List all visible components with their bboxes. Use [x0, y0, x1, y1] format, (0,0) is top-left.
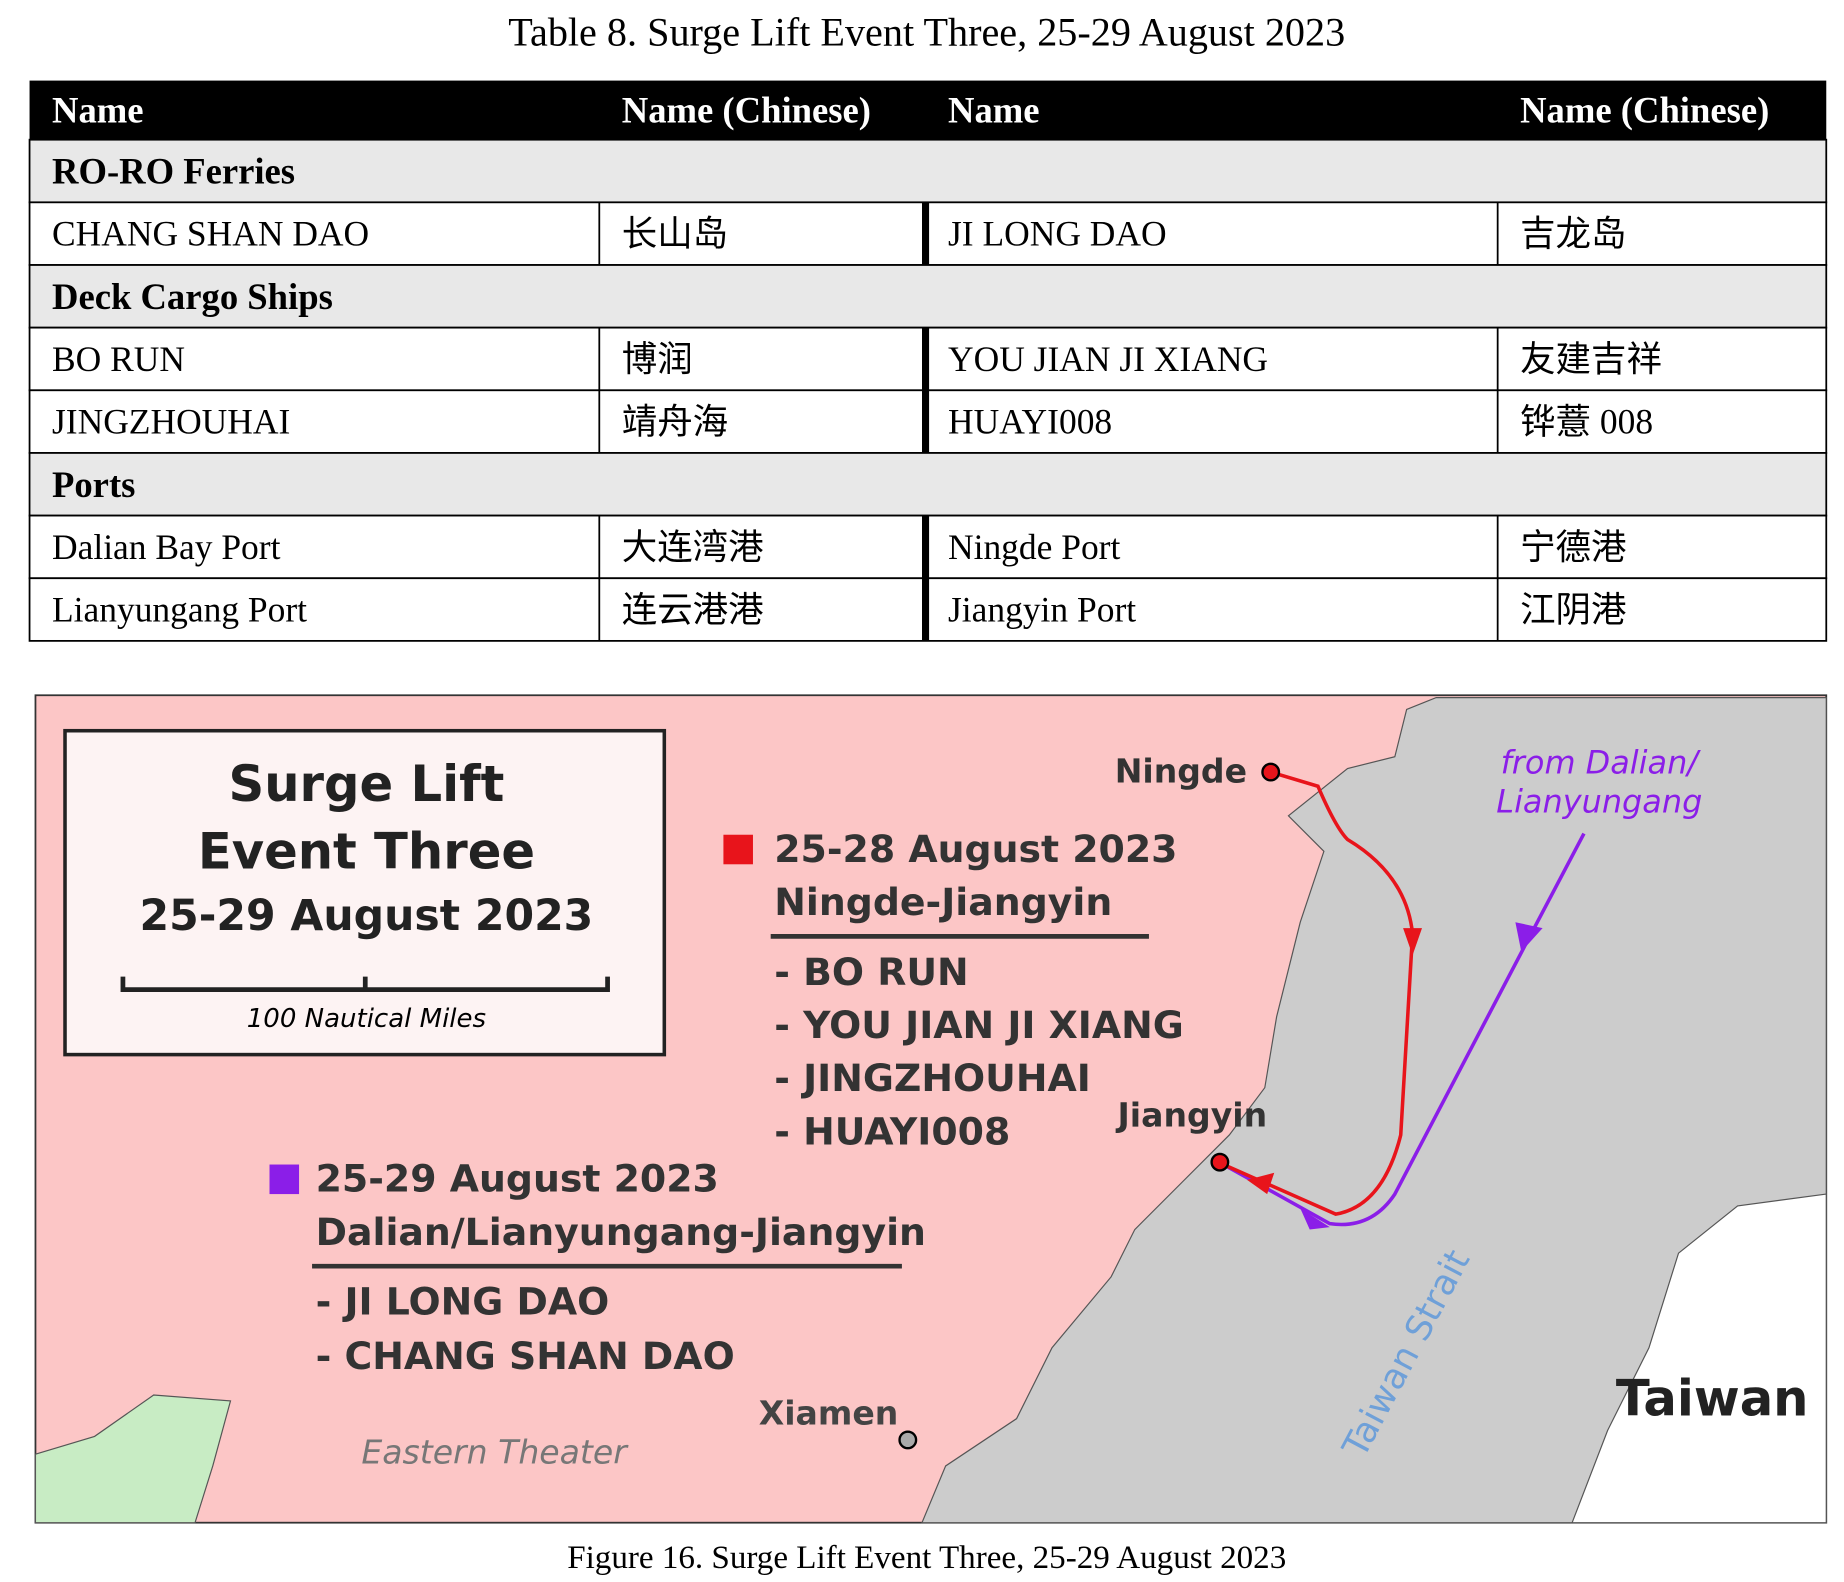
table-cell: HUAYI008: [948, 402, 1112, 442]
table-cell: YOU JIAN JI XIANG: [948, 339, 1268, 379]
arrow: [1300, 1208, 1330, 1230]
taiwan-land: [1571, 1193, 1827, 1524]
legend-ship: - CHANG SHAN DAO: [316, 1334, 735, 1378]
legend-route: Dalian/Lianyungang-Jiangyin: [316, 1210, 926, 1254]
box-title: 25-29 August 2023: [140, 892, 594, 941]
table: Name Name (Chinese) Name Name (Chinese) RO-R…: [28, 80, 1828, 642]
table-cell: 连云港港: [622, 590, 764, 630]
legend-swatch: [723, 834, 753, 865]
legend-date: 25-28 August 2023: [774, 827, 1177, 871]
box-title: Event Three: [198, 822, 535, 880]
port-marker: [1261, 762, 1281, 782]
region-label: Eastern Theater: [361, 1432, 629, 1471]
table-cell: JINGZHOUHAI: [52, 402, 290, 442]
header-cell: Name: [52, 90, 144, 131]
legend-swatch: [269, 1164, 300, 1195]
green-land: [34, 1394, 232, 1524]
table-cell: 长山岛: [622, 214, 728, 254]
map-text: Surge Lift Event Three 25-29 August 2023 25…: [140, 755, 1184, 1378]
map: 100 Nautical Miles Ningde Jiangyin Xiame…: [34, 694, 1828, 1524]
sea: [921, 697, 1827, 1524]
place-label: Taiwan: [1616, 1370, 1809, 1428]
origin-label: Lianyungang: [1496, 783, 1702, 821]
table-cell: 吉龙岛: [1520, 214, 1626, 254]
table-cell: CHANG SHAN DAO: [52, 214, 369, 254]
section-row: [28, 138, 1828, 204]
place-label: Ningde: [1115, 751, 1247, 790]
arrow: [1515, 922, 1543, 952]
table-cell: 博润: [622, 339, 693, 379]
legend-route: Ningde-Jiangyin: [774, 880, 1112, 924]
legend-ship: - JINGZHOUHAI: [774, 1056, 1091, 1100]
table-cell: Lianyungang Port: [52, 590, 307, 630]
scale-label: 100 Nautical Miles: [247, 1004, 486, 1034]
legend-ship: - HUAYI008: [774, 1109, 1010, 1153]
header-cell: Name (Chinese): [622, 90, 871, 131]
table-cell: BO RUN: [52, 339, 185, 379]
section-title: RO-RO Ferries: [52, 151, 295, 192]
table-cell: JI LONG DAO: [948, 214, 1167, 254]
table-cell: 友建吉祥: [1520, 339, 1662, 379]
place-label: Xiamen: [759, 1393, 899, 1432]
box-title: Surge Lift: [228, 755, 504, 813]
table-cell: Ningde Port: [948, 527, 1120, 567]
section-row: [28, 452, 1828, 517]
purple-route: [1222, 832, 1586, 1227]
port-marker: [898, 1430, 918, 1450]
legend-date: 25-29 August 2023: [316, 1157, 719, 1201]
arrow: [1403, 928, 1423, 956]
legend-ship: - YOU JIAN JI XIANG: [774, 1003, 1184, 1047]
legend-ship: - BO RUN: [774, 950, 968, 994]
section-title: Ports: [52, 464, 135, 505]
table-cell: 靖舟海: [622, 402, 728, 442]
arrow: [1247, 1172, 1275, 1195]
table-cell: Jiangyin Port: [948, 590, 1136, 630]
red-route: [1222, 770, 1415, 1217]
figure-caption: Figure 16. Surge Lift Event Three, 25-29…: [567, 1540, 1286, 1576]
origin-label: from Dalian/: [1501, 744, 1702, 782]
table-cell: 宁德港: [1520, 527, 1626, 567]
header-row: [29, 80, 1827, 140]
section-row: [28, 264, 1828, 329]
scale-bar: [120, 976, 610, 992]
table-cell: 江阴港: [1520, 590, 1626, 630]
section-title: Deck Cargo Ships: [52, 276, 333, 317]
port-marker: [1210, 1152, 1230, 1172]
legend-ship: - JI LONG DAO: [316, 1280, 610, 1324]
table-cell: 铧薏 008: [1520, 402, 1653, 442]
header-cell: Name: [948, 90, 1040, 131]
table-cell: 大连湾港: [622, 527, 764, 567]
table-caption: Table 8. Surge Lift Event Three, 25-29 A…: [508, 10, 1345, 55]
table-cell: Dalian Bay Port: [52, 527, 281, 567]
title-box: [63, 728, 667, 1057]
header-cell: Name (Chinese): [1520, 90, 1769, 131]
place-label: Jiangyin: [1116, 1095, 1268, 1134]
